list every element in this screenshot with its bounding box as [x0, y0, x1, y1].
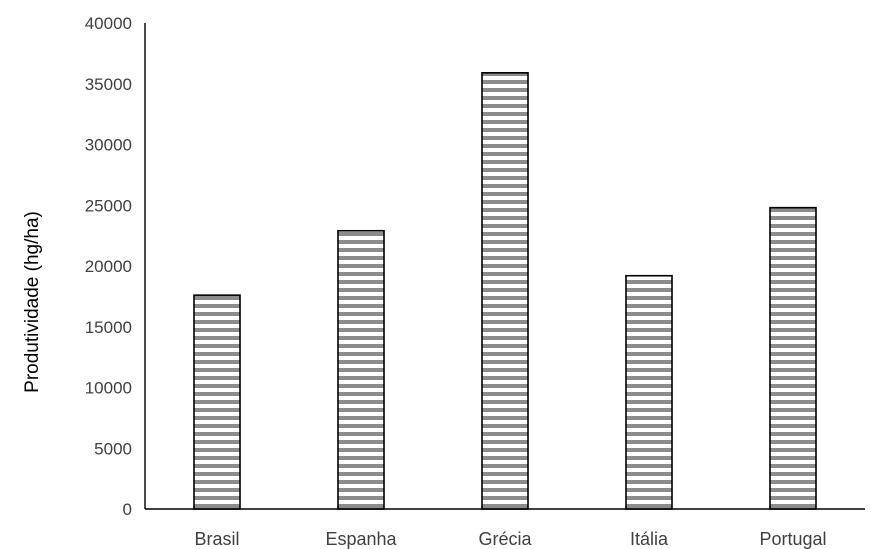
bar-espanha: [337, 229, 385, 510]
bar-brasil: [193, 294, 241, 510]
bar-grécia: [481, 72, 529, 510]
x-axis-labels: Brasil Espanha Grécia Itália Portugal: [194, 529, 826, 549]
y-axis-title: Produtividade (hg/ha): [22, 211, 43, 393]
y-axis-ticks: 0 5000 10000 15000 20000 25000 30000 35000 40000: [85, 14, 132, 519]
y-tick-label: 40000: [85, 14, 132, 33]
y-tick-label: 25000: [85, 196, 132, 215]
y-tick-label: 10000: [85, 379, 132, 398]
y-tick-label: 15000: [85, 318, 132, 337]
bar-itália: [625, 274, 673, 510]
x-tick-label: Portugal: [759, 529, 826, 549]
y-tick-label: 20000: [85, 257, 132, 276]
x-tick-label: Grécia: [478, 529, 532, 549]
x-tick-label: Espanha: [325, 529, 397, 549]
y-tick-label: 30000: [85, 136, 132, 155]
x-tick-label: Brasil: [194, 529, 239, 549]
y-tick-label: 5000: [94, 439, 132, 458]
bar-portugal: [769, 206, 817, 510]
y-tick-label: 0: [123, 500, 132, 519]
bars: [193, 72, 817, 510]
y-tick-label: 35000: [85, 75, 132, 94]
x-tick-label: Itália: [630, 529, 669, 549]
